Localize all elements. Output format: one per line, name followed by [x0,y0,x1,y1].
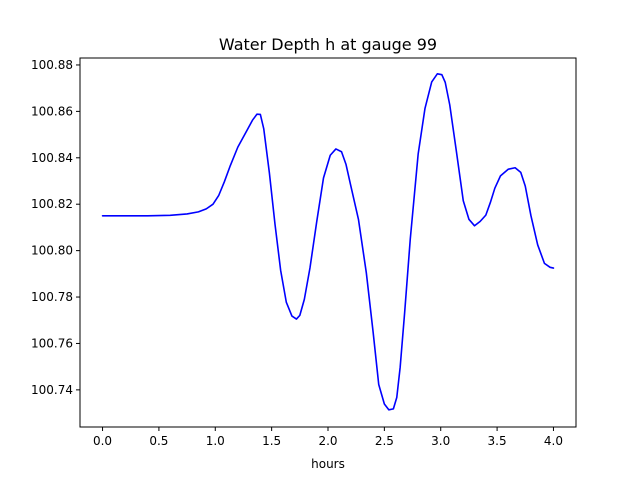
x-tick-label: 1.5 [262,434,281,448]
x-tick-label: 2.5 [375,434,394,448]
chart-title: Water Depth h at gauge 99 [219,35,437,54]
y-axis-ticks: 100.74 100.76 100.78 100.80 100.82 100.84 100.… [31,58,80,397]
y-tick-label: 100.86 [31,104,73,118]
y-tick-label: 100.84 [31,151,73,165]
y-tick-label: 100.88 [31,58,73,72]
series-line [101,72,555,411]
y-tick-label: 100.78 [31,290,73,304]
y-tick-label: 100.76 [31,336,73,350]
x-tick-label: 2.0 [318,434,337,448]
x-tick-label: 3.0 [431,434,450,448]
axes-frame [79,57,577,428]
x-tick-label: 0.0 [93,434,112,448]
x-tick-label: 4.0 [544,434,563,448]
x-axis-ticks: 0.0 0.5 1.0 1.5 2.0 2.5 3.0 3.5 4.0 [93,427,563,448]
x-tick-label: 1.0 [206,434,225,448]
y-tick-label: 100.74 [31,383,73,397]
y-tick-label: 100.82 [31,197,73,211]
y-tick-label: 100.80 [31,244,73,258]
x-tick-label: 0.5 [149,434,168,448]
x-tick-label: 3.5 [488,434,507,448]
plot-area [101,72,555,411]
x-axis-label: hours [311,457,345,471]
